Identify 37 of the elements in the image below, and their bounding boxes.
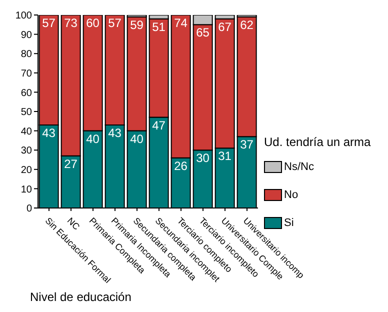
- y-tick-label: 70: [20, 68, 32, 80]
- data-label: 30: [196, 151, 210, 166]
- x-axis-title: Nivel de educación: [30, 290, 132, 304]
- data-label: 57: [42, 16, 56, 30]
- data-label: 73: [64, 16, 78, 30]
- x-tick-label: NC: [65, 216, 82, 232]
- legend-label: No: [284, 189, 298, 201]
- y-tick-label: 20: [20, 164, 32, 176]
- data-label: 37: [240, 138, 254, 152]
- y-tick-label: 60: [20, 88, 32, 99]
- y-tick-label: 90: [20, 30, 32, 41]
- data-label: 74: [174, 16, 188, 30]
- legend-label: Ns/Nc: [284, 161, 314, 173]
- legend-title: Ud. tendría un arma: [264, 135, 371, 149]
- data-label: 40: [86, 132, 100, 146]
- y-tick-label: 0: [26, 204, 32, 215]
- data-label: 60: [86, 16, 100, 30]
- data-label: 67: [218, 20, 232, 34]
- y-tick-label: 100: [15, 10, 32, 22]
- data-label: 27: [64, 156, 78, 171]
- data-label: 62: [240, 18, 254, 32]
- data-label: 26: [174, 158, 188, 173]
- y-tick-label: 10: [20, 184, 32, 196]
- data-label: 57: [108, 16, 122, 30]
- data-label: 59: [130, 18, 144, 32]
- y-tick-label: 40: [20, 126, 32, 138]
- data-label: 65: [196, 26, 210, 40]
- data-label: 43: [108, 126, 122, 140]
- legend-label: Si: [284, 217, 294, 229]
- data-label: 31: [218, 149, 232, 164]
- y-tick-label: 30: [20, 146, 32, 157]
- data-label: 43: [42, 126, 56, 140]
- data-label: 40: [130, 132, 144, 146]
- data-label: 51: [152, 20, 166, 34]
- y-tick-label: 80: [20, 49, 32, 60]
- y-tick-label: 50: [20, 107, 32, 118]
- data-label: 47: [152, 118, 166, 132]
